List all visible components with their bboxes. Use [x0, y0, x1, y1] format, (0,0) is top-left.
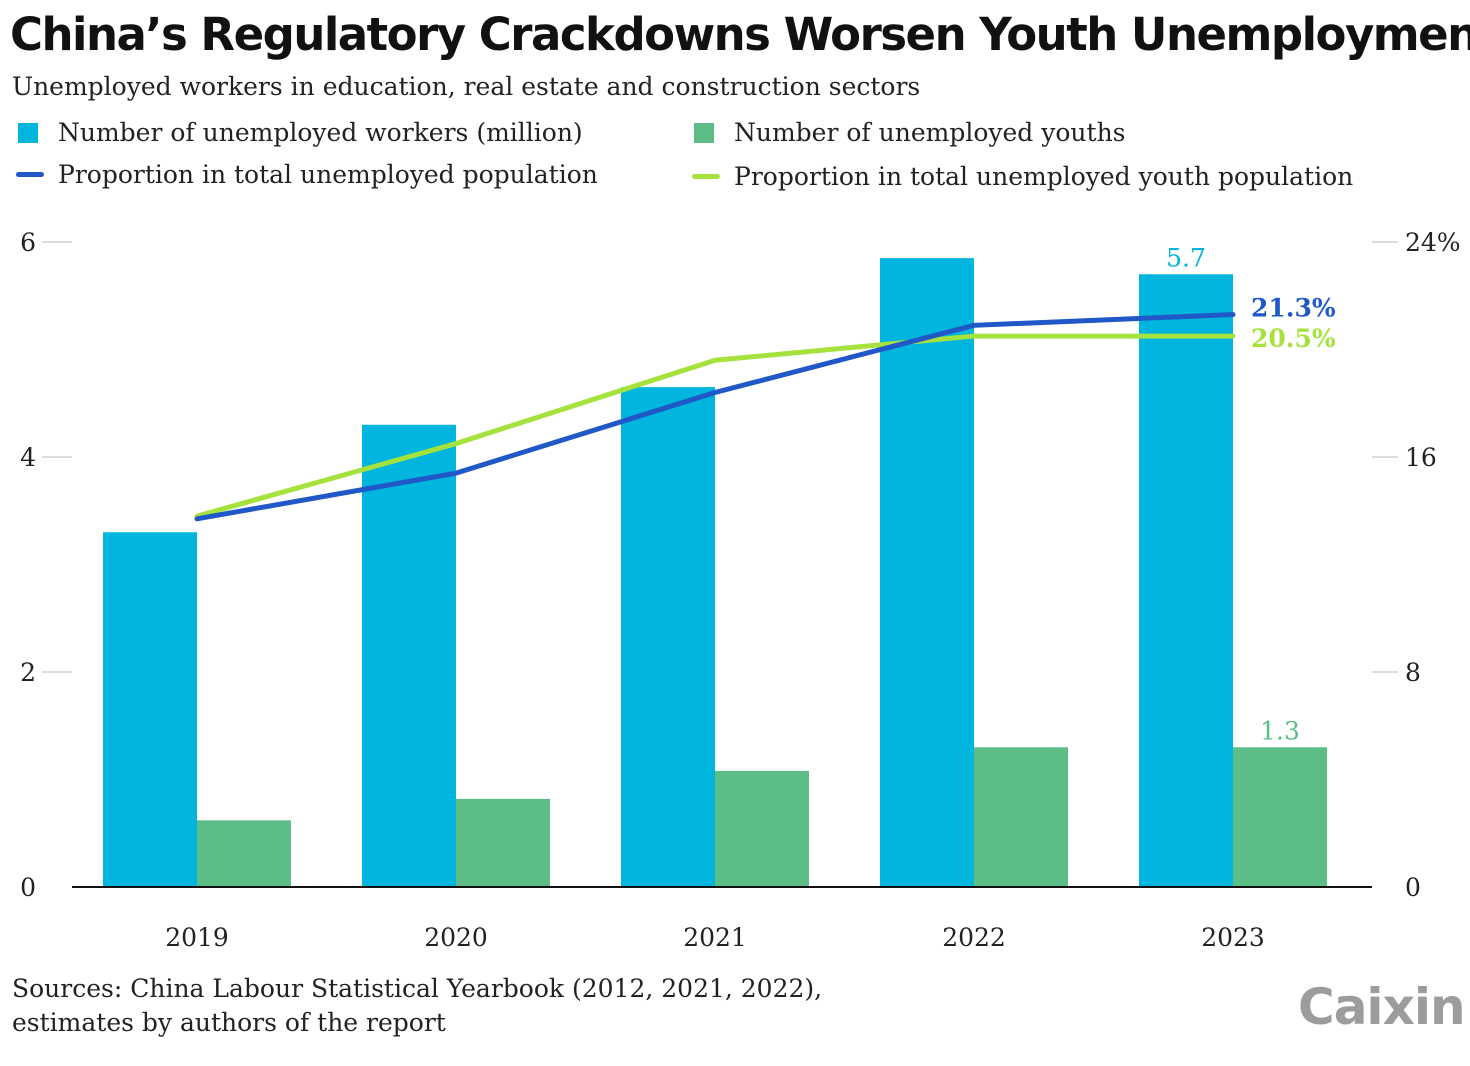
left-tick-label: 4 — [20, 443, 36, 472]
x-tick-label: 2023 — [1201, 923, 1265, 952]
sources-line-2: estimates by authors of the report — [12, 1008, 446, 1037]
legend-item-proportion-youth: Proportion in total unemployed youth pop… — [692, 162, 1353, 191]
bar-unemployed-youths — [456, 798, 550, 887]
bar-unemployed-workers — [362, 424, 456, 887]
chart-subtitle: Unemployed workers in education, real es… — [12, 72, 921, 101]
legend-label-proportion-total: Proportion in total unemployed populatio… — [58, 160, 598, 189]
left-tick-label: 6 — [20, 228, 36, 257]
data-label-proportion-total: 21.3% — [1251, 294, 1336, 323]
line-proportion-total — [194, 312, 1236, 522]
bar-unemployed-youths — [974, 747, 1068, 887]
x-tick-label: 2020 — [424, 923, 488, 952]
legend-item-proportion-total: Proportion in total unemployed populatio… — [16, 160, 598, 189]
left-tick-label: 0 — [20, 873, 36, 902]
legend-swatch-proportion-total — [16, 172, 44, 177]
x-tick-label: 2022 — [942, 923, 1006, 952]
legend-swatch-proportion-youth — [692, 174, 720, 179]
right-tick-label: 24% — [1405, 228, 1461, 257]
legend-item-workers: Number of unemployed workers (million) — [18, 118, 583, 147]
right-tick-label: 0 — [1405, 873, 1421, 902]
sources-line-1: Sources: China Labour Statistical Yearbo… — [12, 974, 823, 1003]
chart-title: China’s Regulatory Crackdowns Worsen You… — [10, 8, 1470, 61]
data-label-youths: 1.3 — [1260, 716, 1300, 745]
legend-item-youths: Number of unemployed youths — [694, 118, 1126, 147]
data-label-workers: 5.7 — [1166, 243, 1206, 272]
combo-chart: 0 2 4 6 0 8 16 24% 5.7 1.3 20.5%21.3% 2019 2020 2021 2… — [20, 228, 1461, 952]
legend-swatch-workers — [18, 122, 38, 143]
bar-unemployed-workers — [880, 258, 974, 887]
bar-unemployed-youths — [1233, 747, 1327, 887]
legend-label-workers: Number of unemployed workers (million) — [58, 118, 583, 147]
bar-unemployed-workers — [621, 387, 715, 887]
right-tick-label: 8 — [1405, 658, 1421, 687]
x-tick-label: 2019 — [165, 923, 229, 952]
line-proportion-youth — [194, 333, 1236, 519]
legend-swatch-youths — [694, 122, 714, 143]
bar-unemployed-workers — [1139, 274, 1233, 887]
legend-label-youths: Number of unemployed youths — [734, 118, 1126, 147]
right-tick-label: 16 — [1405, 443, 1437, 472]
data-label-proportion-youth: 20.5% — [1251, 324, 1336, 353]
caixin-logo: Caixin — [1298, 978, 1466, 1036]
x-tick-label: 2021 — [683, 923, 747, 952]
left-tick-label: 2 — [20, 658, 36, 687]
bar-unemployed-workers — [103, 532, 197, 887]
bar-unemployed-youths — [715, 770, 809, 887]
sources-note: Sources: China Labour Statistical Yearbo… — [12, 972, 822, 1040]
legend-label-proportion-youth: Proportion in total unemployed youth pop… — [734, 162, 1354, 191]
bar-unemployed-youths — [197, 820, 291, 887]
